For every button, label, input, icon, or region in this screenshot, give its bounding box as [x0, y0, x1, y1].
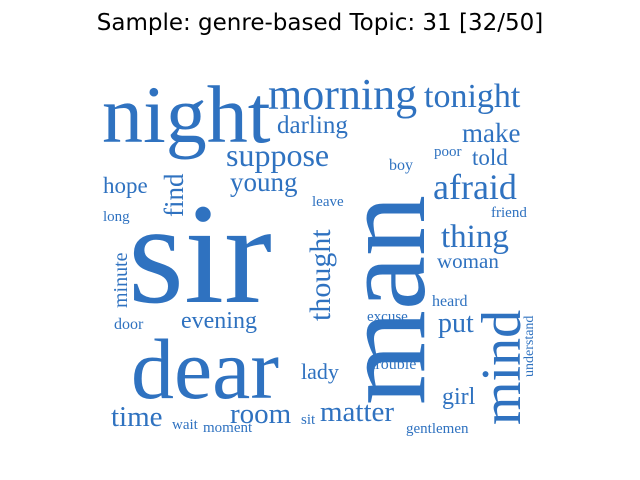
word-minute: minute	[110, 252, 132, 308]
word-evening: evening	[181, 308, 257, 334]
word-young: young	[230, 167, 298, 197]
word-darling: darling	[277, 112, 348, 139]
word-tonight: tonight	[424, 78, 521, 115]
word-put: put	[438, 308, 474, 339]
word-moment: moment	[203, 420, 253, 436]
word-friend: friend	[491, 205, 527, 221]
word-long: long	[103, 209, 130, 225]
word-mind: mind	[471, 310, 533, 425]
word-make: make	[462, 118, 520, 148]
word-find: find	[159, 173, 189, 217]
word-wait: wait	[172, 417, 199, 433]
word-girl: girl	[442, 384, 476, 410]
word-told: told	[472, 145, 508, 170]
word-sit: sit	[301, 412, 316, 428]
word-gentlemen: gentlemen	[406, 421, 469, 437]
word-door: door	[114, 316, 144, 333]
word-room: room	[230, 398, 292, 430]
word-hope: hope	[103, 173, 148, 198]
word-dear: dear	[131, 321, 279, 417]
word-excuse: excuse	[367, 309, 408, 325]
word-sir: sir	[128, 175, 272, 334]
word-understand: understand	[522, 316, 537, 377]
word-thought: thought	[304, 229, 337, 321]
word-leave: leave	[312, 194, 344, 210]
word-boy: boy	[389, 157, 413, 174]
word-suppose: suppose	[226, 137, 329, 173]
word-man: man	[316, 195, 451, 405]
word-morning: morning	[268, 70, 417, 119]
page-title: Sample: genre-based Topic: 31 [32/50]	[96, 10, 544, 36]
word-heard: heard	[432, 293, 468, 310]
word-night: night	[102, 69, 271, 160]
word-afraid: afraid	[433, 167, 517, 207]
word-trouble: trouble	[371, 356, 416, 373]
word-matter: matter	[320, 396, 394, 428]
word-thing: thing	[441, 219, 509, 255]
word-lady: lady	[301, 359, 339, 384]
word-woman: woman	[437, 249, 499, 273]
word-time: time	[111, 401, 163, 433]
word-poor: poor	[434, 144, 462, 160]
